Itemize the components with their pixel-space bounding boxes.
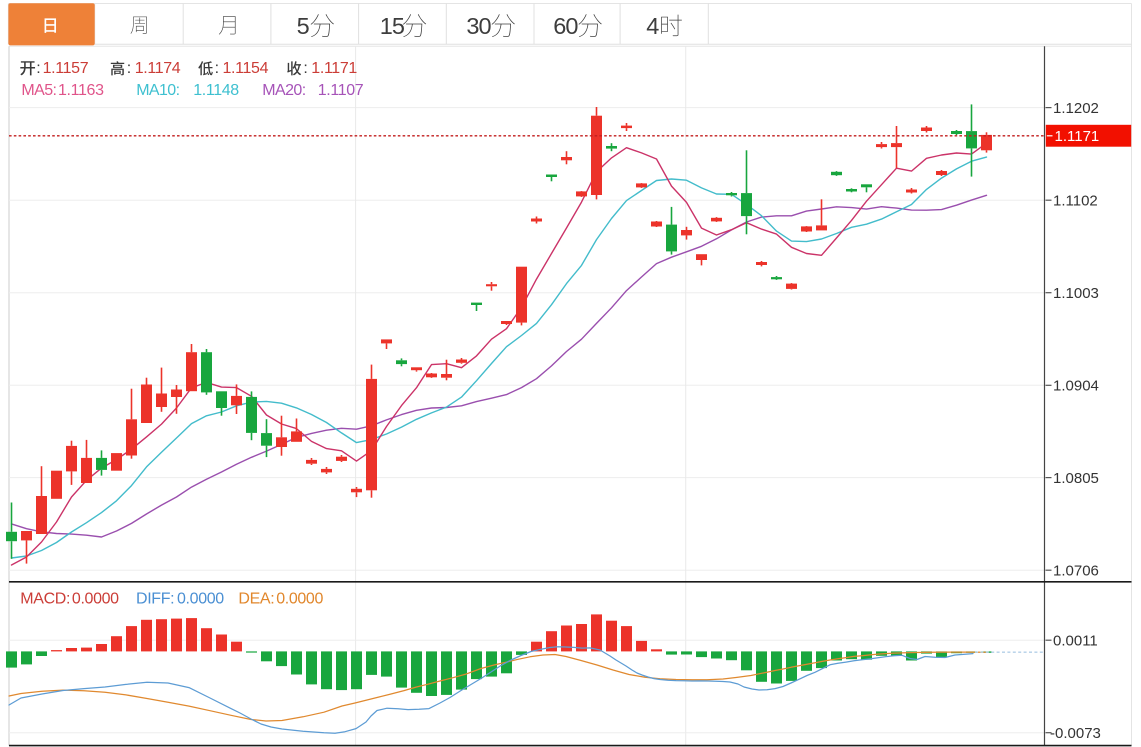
svg-text:1.0805: 1.0805 xyxy=(1053,470,1099,487)
svg-text:1.1157: 1.1157 xyxy=(43,60,89,77)
svg-text:0.0000: 0.0000 xyxy=(177,590,224,607)
svg-text:1.1003: 1.1003 xyxy=(1053,285,1099,302)
svg-text:MA20:: MA20: xyxy=(262,82,305,99)
svg-text:1.1202: 1.1202 xyxy=(1053,100,1099,117)
svg-text:1.1163: 1.1163 xyxy=(58,82,104,99)
svg-text::: : xyxy=(215,60,219,77)
svg-text:1.1148: 1.1148 xyxy=(193,82,239,99)
svg-text:30: 30 xyxy=(466,13,491,39)
svg-text:4: 4 xyxy=(646,13,659,39)
svg-text:1.0904: 1.0904 xyxy=(1053,378,1099,395)
svg-text::: : xyxy=(36,60,40,77)
svg-text:1.0706: 1.0706 xyxy=(1053,563,1099,580)
svg-text:1.1107: 1.1107 xyxy=(318,82,364,99)
svg-text:MACD:: MACD: xyxy=(20,590,70,607)
svg-text:1.1174: 1.1174 xyxy=(135,60,181,77)
svg-text:0.0011: 0.0011 xyxy=(1053,633,1098,650)
svg-text:MA5:: MA5: xyxy=(21,82,56,99)
svg-text:1.1102: 1.1102 xyxy=(1053,193,1098,210)
svg-text:DEA:: DEA: xyxy=(238,590,274,607)
svg-text::: : xyxy=(127,60,131,77)
svg-text:5: 5 xyxy=(297,13,310,39)
svg-text:15: 15 xyxy=(380,13,405,39)
svg-text:1.1171: 1.1171 xyxy=(311,60,357,77)
svg-text:MA10:: MA10: xyxy=(136,82,179,99)
svg-text::: : xyxy=(303,60,307,77)
svg-text:60: 60 xyxy=(553,13,578,39)
svg-text:-0.0073: -0.0073 xyxy=(1050,725,1101,742)
svg-text:0.0000: 0.0000 xyxy=(72,590,119,607)
svg-text:0.0000: 0.0000 xyxy=(276,590,323,607)
svg-text:1.1154: 1.1154 xyxy=(223,60,269,77)
svg-text:1.1171: 1.1171 xyxy=(1055,128,1100,145)
svg-text:DIFF:: DIFF: xyxy=(136,590,174,607)
